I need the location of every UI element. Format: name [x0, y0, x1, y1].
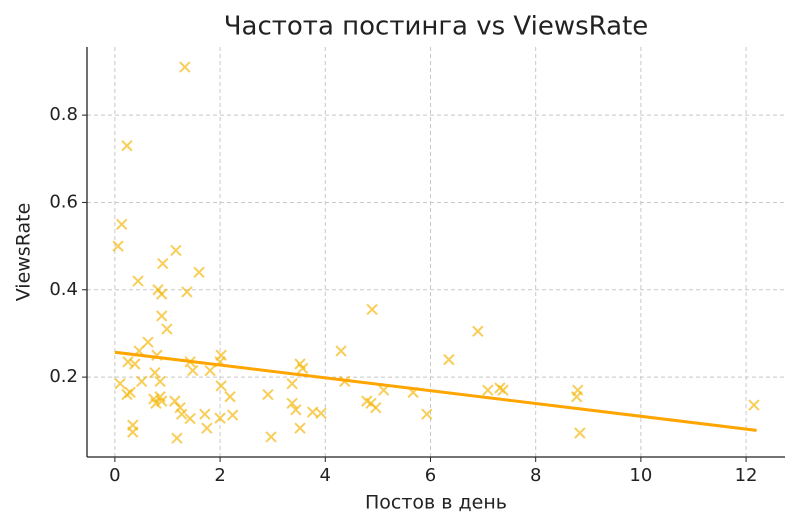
- scatter-point: [129, 358, 141, 370]
- scatter-point: [179, 61, 191, 73]
- scatter-point: [149, 367, 161, 379]
- scatter-point: [112, 240, 124, 252]
- scatter-point: [262, 388, 274, 401]
- scatter-point: [174, 401, 186, 414]
- scatter-point: [154, 375, 166, 388]
- y-axis-label: ViewsRate: [13, 203, 35, 302]
- x-tick-label: 2: [214, 465, 225, 486]
- scatter-point: [215, 380, 227, 392]
- trend-line: [114, 350, 757, 432]
- scatter-point: [157, 257, 169, 270]
- scatter-point: [127, 426, 139, 438]
- x-axis-label: Постов в день: [365, 492, 507, 514]
- scatter-point: [265, 431, 277, 443]
- y-tick-label: 0.6: [49, 191, 78, 212]
- scatter-point: [294, 422, 306, 434]
- scatter-point: [574, 427, 586, 439]
- scatter-point: [370, 401, 382, 414]
- scatter-point: [570, 391, 583, 403]
- scatter-point: [497, 384, 509, 396]
- scatter-point: [121, 139, 133, 152]
- scatter-point: [377, 384, 390, 396]
- scatter-point: [421, 408, 433, 420]
- scatter-point: [201, 422, 213, 434]
- x-tick-label: 0: [109, 465, 120, 486]
- x-tick-label: 6: [425, 465, 436, 486]
- scatter-point: [224, 391, 236, 403]
- scatter-point: [175, 408, 188, 420]
- chart-title: Частота постинга vs ViewsRate: [224, 12, 649, 42]
- scatter-point: [135, 375, 148, 388]
- scatter-point: [142, 336, 154, 348]
- scatter-point: [472, 325, 484, 337]
- y-tick-label: 0.8: [49, 104, 78, 125]
- scatter-point: [214, 412, 226, 424]
- scatter-point: [443, 353, 455, 366]
- scatter-point: [122, 356, 134, 368]
- scatter-point: [155, 310, 168, 322]
- scatter-point: [170, 244, 182, 257]
- scatter-point: [315, 407, 327, 420]
- scatter-point: [121, 388, 133, 401]
- scatter-point: [296, 362, 309, 375]
- y-tick-label: 0.2: [49, 366, 78, 387]
- scatter-point: [226, 409, 239, 421]
- scatter-point: [748, 399, 760, 411]
- scatter-point: [286, 377, 298, 390]
- scatter-point: [116, 218, 128, 230]
- scatter-point: [132, 275, 144, 287]
- scatter-point: [184, 412, 196, 425]
- scatter-point: [161, 323, 173, 335]
- scatter-point: [199, 408, 211, 420]
- scatter-point: [155, 395, 168, 407]
- x-tick-label: 8: [530, 465, 541, 486]
- scatter-point: [482, 384, 494, 396]
- scatter-point: [366, 303, 378, 316]
- scatter-point: [181, 286, 193, 298]
- scatter-point: [290, 404, 302, 416]
- y-tick-label: 0.4: [49, 279, 78, 300]
- x-tick-label: 10: [629, 465, 652, 486]
- scatter-point: [171, 432, 183, 444]
- scatter-point: [335, 345, 347, 357]
- scatter-point: [114, 377, 126, 390]
- scatter-point: [193, 266, 205, 279]
- x-tick-label: 4: [320, 465, 331, 486]
- x-tick-label: 12: [735, 465, 758, 486]
- scatter-point: [187, 364, 199, 377]
- scatter-point: [204, 364, 216, 377]
- scatter-point: [155, 288, 168, 300]
- scatter-point: [286, 397, 298, 410]
